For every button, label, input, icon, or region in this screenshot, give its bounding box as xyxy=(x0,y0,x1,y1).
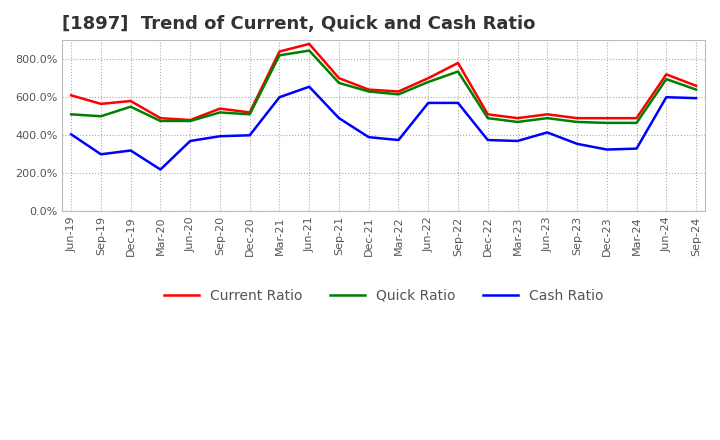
Cash Ratio xyxy=(156,167,165,172)
Cash Ratio xyxy=(67,132,76,137)
Quick Ratio xyxy=(603,120,611,125)
Line: Cash Ratio: Cash Ratio xyxy=(71,87,696,169)
Quick Ratio xyxy=(543,116,552,121)
Current Ratio xyxy=(572,116,581,121)
Quick Ratio xyxy=(454,69,462,74)
Current Ratio xyxy=(96,101,105,106)
Quick Ratio xyxy=(513,119,522,125)
Cash Ratio xyxy=(483,137,492,143)
Cash Ratio xyxy=(692,95,701,101)
Cash Ratio xyxy=(186,138,194,143)
Quick Ratio xyxy=(126,104,135,110)
Current Ratio xyxy=(67,93,76,98)
Current Ratio xyxy=(483,112,492,117)
Cash Ratio xyxy=(335,116,343,121)
Quick Ratio xyxy=(364,89,373,94)
Quick Ratio xyxy=(335,80,343,85)
Current Ratio xyxy=(454,60,462,66)
Quick Ratio xyxy=(394,92,402,97)
Current Ratio xyxy=(186,117,194,123)
Quick Ratio xyxy=(483,116,492,121)
Quick Ratio xyxy=(215,110,224,115)
Legend: Current Ratio, Quick Ratio, Cash Ratio: Current Ratio, Quick Ratio, Cash Ratio xyxy=(158,283,609,308)
Cash Ratio xyxy=(513,138,522,143)
Cash Ratio xyxy=(662,95,670,100)
Quick Ratio xyxy=(572,119,581,125)
Cash Ratio xyxy=(275,95,284,100)
Cash Ratio xyxy=(96,152,105,157)
Line: Current Ratio: Current Ratio xyxy=(71,44,696,120)
Cash Ratio xyxy=(126,148,135,153)
Current Ratio xyxy=(275,49,284,54)
Current Ratio xyxy=(126,99,135,104)
Quick Ratio xyxy=(662,77,670,82)
Current Ratio xyxy=(632,116,641,121)
Current Ratio xyxy=(424,76,433,81)
Cash Ratio xyxy=(305,84,313,89)
Current Ratio xyxy=(603,116,611,121)
Quick Ratio xyxy=(632,120,641,125)
Cash Ratio xyxy=(215,134,224,139)
Quick Ratio xyxy=(186,118,194,124)
Cash Ratio xyxy=(632,146,641,151)
Quick Ratio xyxy=(424,79,433,84)
Current Ratio xyxy=(662,72,670,77)
Current Ratio xyxy=(394,89,402,94)
Current Ratio xyxy=(543,112,552,117)
Current Ratio xyxy=(215,106,224,111)
Current Ratio xyxy=(156,116,165,121)
Quick Ratio xyxy=(156,118,165,124)
Quick Ratio xyxy=(246,112,254,117)
Current Ratio xyxy=(305,41,313,47)
Quick Ratio xyxy=(305,48,313,53)
Current Ratio xyxy=(335,76,343,81)
Current Ratio xyxy=(246,110,254,115)
Quick Ratio xyxy=(96,114,105,119)
Cash Ratio xyxy=(454,100,462,106)
Current Ratio xyxy=(692,83,701,88)
Cash Ratio xyxy=(572,141,581,147)
Quick Ratio xyxy=(67,112,76,117)
Cash Ratio xyxy=(424,100,433,106)
Line: Quick Ratio: Quick Ratio xyxy=(71,51,696,123)
Cash Ratio xyxy=(364,135,373,140)
Cash Ratio xyxy=(246,132,254,138)
Quick Ratio xyxy=(692,87,701,92)
Text: [1897]  Trend of Current, Quick and Cash Ratio: [1897] Trend of Current, Quick and Cash … xyxy=(62,15,536,33)
Cash Ratio xyxy=(603,147,611,152)
Cash Ratio xyxy=(543,130,552,135)
Current Ratio xyxy=(513,116,522,121)
Current Ratio xyxy=(364,87,373,92)
Cash Ratio xyxy=(394,137,402,143)
Quick Ratio xyxy=(275,53,284,58)
